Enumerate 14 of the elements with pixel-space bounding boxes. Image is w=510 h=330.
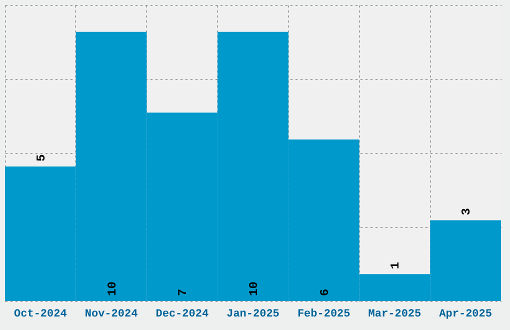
- x-tick-label: Apr-2025: [439, 308, 492, 320]
- x-tick-label: Mar-2025: [368, 308, 422, 320]
- data-label: 3: [460, 208, 474, 216]
- data-label: 10: [247, 282, 261, 296]
- x-tick-label: Dec-2024: [156, 308, 209, 320]
- x-tick-label: Jan-2025: [226, 308, 280, 320]
- data-label: 7: [176, 288, 190, 296]
- data-label: 5: [34, 154, 48, 162]
- x-tick-label: Feb-2025: [297, 308, 351, 320]
- data-label: 1: [388, 262, 403, 270]
- x-tick-label: Oct-2024: [14, 308, 68, 320]
- data-label: 10: [105, 282, 120, 296]
- data-label: 6: [318, 288, 332, 296]
- x-tick-label: Nov-2024: [84, 308, 138, 320]
